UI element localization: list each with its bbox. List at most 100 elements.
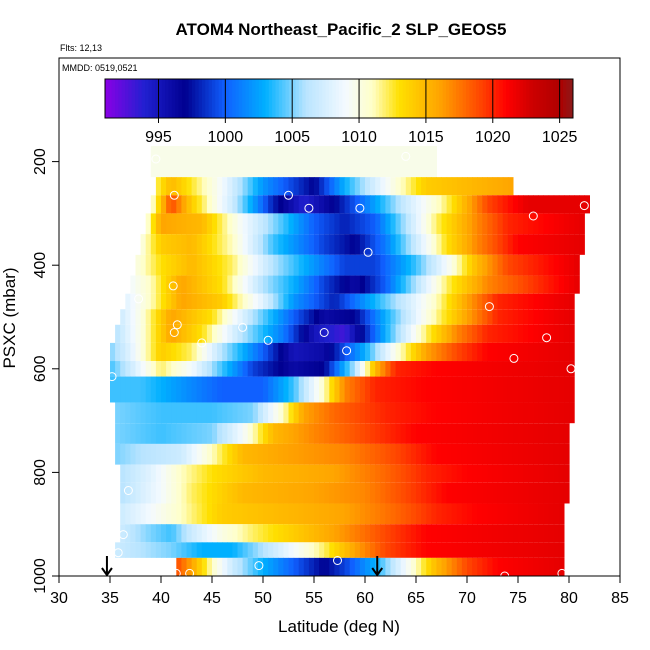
heat-cell <box>365 309 371 325</box>
heat-cell <box>349 342 356 362</box>
heat-cell <box>303 464 310 483</box>
data-point <box>319 328 329 337</box>
heat-cell <box>543 254 550 276</box>
heat-cell <box>181 423 188 444</box>
heat-cell <box>421 254 427 276</box>
heat-cell <box>365 146 371 178</box>
heat-cell <box>472 293 478 310</box>
heat-cell <box>222 195 228 214</box>
heat-cell <box>523 542 529 558</box>
heat-cell <box>431 177 437 196</box>
heat-cell <box>242 503 249 525</box>
heat-cell <box>431 482 437 504</box>
heat-cell <box>298 234 305 255</box>
heat-cell <box>553 524 560 543</box>
heat-cell <box>359 254 366 276</box>
heat-cell <box>166 146 172 178</box>
heat-cell <box>145 464 152 483</box>
heat-cell <box>472 524 478 543</box>
heat-cell <box>252 146 259 178</box>
heat-cell <box>543 275 550 294</box>
heat-cell <box>370 213 376 235</box>
heat-cell <box>191 275 198 294</box>
heat-cell <box>390 195 397 214</box>
heat-cell <box>293 275 300 294</box>
heat-cell <box>166 234 172 255</box>
heat-cell <box>482 464 488 483</box>
heat-cell <box>507 293 514 310</box>
heat-cell <box>298 254 305 276</box>
heat-cell <box>303 177 310 196</box>
heat-cell <box>191 342 198 362</box>
heat-cell <box>461 254 468 276</box>
heat-cell <box>385 177 392 196</box>
heat-cell <box>380 423 386 444</box>
heat-cell <box>370 324 376 343</box>
heat-cell <box>155 376 162 403</box>
heat-cell <box>467 503 473 525</box>
heat-cell <box>518 402 524 424</box>
heat-cell <box>543 195 550 214</box>
heat-cell <box>201 177 208 196</box>
heat-cell <box>431 557 437 576</box>
heat-cell <box>161 293 167 310</box>
heat-cell <box>467 402 473 424</box>
heat-cell <box>130 482 137 504</box>
heat-cell <box>186 524 193 543</box>
heat-cell <box>563 309 570 325</box>
heat-cell <box>451 234 458 255</box>
heat-cell <box>196 342 203 362</box>
heat-cell <box>349 482 356 504</box>
heat-cell <box>359 402 366 424</box>
heat-cell <box>395 557 402 576</box>
heat-cell <box>359 524 366 543</box>
heat-cell <box>288 342 295 362</box>
heat-cell <box>319 557 325 576</box>
heat-cell <box>191 443 198 465</box>
heat-cell <box>293 309 300 325</box>
heat-cell <box>125 482 131 504</box>
heat-cell <box>359 293 366 310</box>
heat-cell <box>252 213 259 235</box>
heat-cell <box>319 402 325 424</box>
heat-cell <box>181 443 188 465</box>
colorbar-segment <box>315 79 320 118</box>
heat-cell <box>467 423 473 444</box>
heat-cell <box>217 177 223 196</box>
heat-cell <box>212 177 218 196</box>
heat-cell <box>472 557 478 576</box>
heat-cell <box>477 524 483 543</box>
heat-cell <box>135 402 142 424</box>
colorbar-frame <box>104 78 574 119</box>
heat-cell <box>278 464 284 483</box>
heat-cell <box>324 195 330 214</box>
heat-cell <box>329 177 335 196</box>
heat-cell <box>370 503 376 525</box>
heat-cell <box>166 443 172 465</box>
heat-cell <box>176 177 182 196</box>
heat-cell <box>283 542 290 558</box>
heat-cell <box>380 402 386 424</box>
heat-cell <box>212 213 218 235</box>
heat-cell <box>441 234 448 255</box>
heat-cell <box>431 376 437 403</box>
heat-cell <box>385 542 392 558</box>
heat-cell <box>405 542 412 558</box>
heat-cell <box>370 482 376 504</box>
heat-cell <box>487 293 494 310</box>
heat-cell <box>380 342 386 362</box>
heat-cell <box>385 524 392 543</box>
heat-cell <box>385 376 392 403</box>
heat-cell <box>339 503 346 525</box>
heat-cell <box>543 443 550 465</box>
heat-cell <box>400 361 407 377</box>
heat-cell <box>426 423 432 444</box>
heat-cell <box>482 293 488 310</box>
heat-cell <box>257 254 264 276</box>
heat-cell <box>426 195 432 214</box>
heat-cell <box>201 293 208 310</box>
heat-cell <box>329 309 335 325</box>
heat-cell <box>201 146 208 178</box>
heat-cell <box>344 234 351 255</box>
colorbar-segment <box>399 79 404 118</box>
